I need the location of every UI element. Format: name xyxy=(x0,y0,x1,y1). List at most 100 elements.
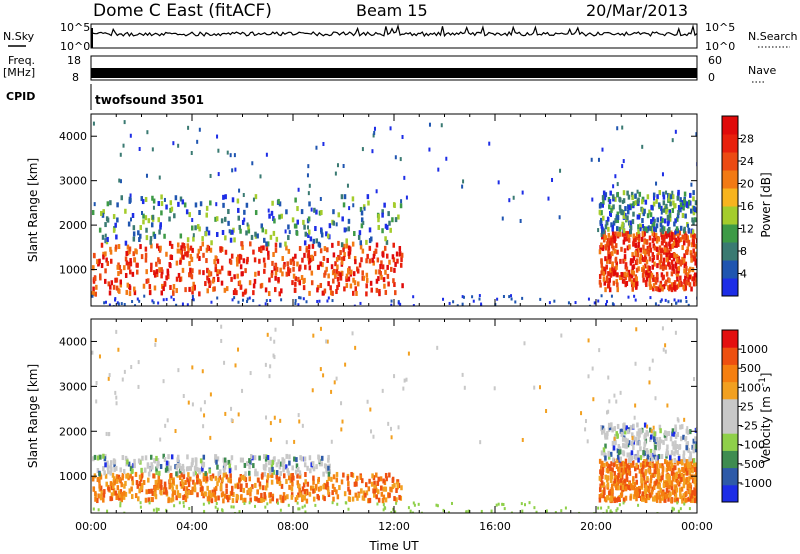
colorbar-segment xyxy=(722,206,738,225)
y-tick-label: 1000 xyxy=(59,264,87,277)
echo-cell xyxy=(659,283,662,289)
colorbar-tick-label: 24 xyxy=(740,155,754,168)
echo-cell xyxy=(681,496,684,502)
echo-cell xyxy=(624,458,628,464)
echo-cell xyxy=(306,465,309,471)
echo-cell xyxy=(160,267,163,273)
echo-cell xyxy=(649,478,653,484)
echo-cell xyxy=(230,418,233,423)
echo-cell xyxy=(233,288,237,294)
echo-cell xyxy=(656,459,659,465)
echo-cell xyxy=(652,286,655,292)
echo-cell xyxy=(616,191,620,197)
echo-cell xyxy=(639,247,642,253)
echo-cell xyxy=(113,480,116,486)
echo-cell xyxy=(647,467,651,473)
echo-cell xyxy=(612,280,616,286)
echo-cell xyxy=(619,473,622,479)
echo-cell xyxy=(287,475,291,481)
echo-cell xyxy=(96,467,100,473)
echo-cell xyxy=(264,462,268,468)
echo-cell xyxy=(122,494,126,500)
echo-cell xyxy=(274,327,277,332)
echo-cell xyxy=(601,425,605,431)
echo-cell xyxy=(228,468,232,474)
echo-cell xyxy=(272,230,276,236)
echo-cell xyxy=(258,304,261,306)
echo-cell xyxy=(445,156,448,161)
echo-cell xyxy=(611,427,614,433)
echo-cell xyxy=(607,281,611,287)
echo-cell xyxy=(185,209,189,215)
echo-cell xyxy=(682,240,686,246)
echo-cell xyxy=(154,479,158,485)
echo-cell xyxy=(378,269,381,275)
echo-cell xyxy=(645,282,648,288)
echo-cell xyxy=(658,444,661,450)
echo-cell xyxy=(172,284,176,290)
echo-cell xyxy=(167,454,170,460)
echo-cell xyxy=(616,249,619,255)
echo-cell xyxy=(94,291,98,297)
echo-cell xyxy=(384,269,387,275)
echo-cell xyxy=(656,274,659,280)
echo-cell xyxy=(641,491,645,497)
echo-cell xyxy=(125,289,128,295)
date-label: 20/Mar/2013 xyxy=(586,1,688,20)
echo-cell xyxy=(686,426,689,431)
echo-cell xyxy=(631,219,635,225)
echo-cell xyxy=(287,248,291,254)
echo-cell xyxy=(357,492,361,498)
echo-cell xyxy=(155,507,158,511)
echo-cell xyxy=(128,291,132,297)
echo-cell xyxy=(390,487,393,493)
echo-cell xyxy=(689,266,692,272)
echo-cell xyxy=(201,486,204,492)
echo-cell xyxy=(316,287,319,293)
echo-cell xyxy=(617,472,620,478)
echo-cell xyxy=(170,206,174,212)
echo-cell xyxy=(636,431,639,437)
echo-cell xyxy=(216,481,219,487)
colorbar-segment xyxy=(722,260,738,279)
echo-cell xyxy=(235,256,239,262)
echo-cell xyxy=(646,450,650,456)
echo-cell xyxy=(614,231,617,237)
echo-cell xyxy=(286,467,289,473)
echo-cell xyxy=(289,259,293,265)
echo-cell xyxy=(377,476,380,482)
echo-cell xyxy=(654,396,657,401)
echo-cell xyxy=(365,258,368,264)
echo-cell xyxy=(335,222,338,227)
echo-cell xyxy=(677,473,681,479)
echo-cell xyxy=(368,258,372,264)
echo-cell xyxy=(210,300,213,304)
y-tick-label: 3000 xyxy=(59,380,87,393)
echo-cell xyxy=(145,489,148,495)
echo-cell xyxy=(336,163,339,168)
echo-cell xyxy=(216,258,220,264)
echo-cell xyxy=(632,494,636,500)
echo-cell xyxy=(264,302,267,306)
echo-cell xyxy=(642,244,645,250)
echo-cell xyxy=(394,510,397,513)
echo-cell xyxy=(694,444,697,450)
echo-cell xyxy=(187,482,191,488)
echo-cell xyxy=(319,282,323,288)
echo-cell xyxy=(209,435,212,440)
echo-cell xyxy=(616,287,619,293)
echo-cell xyxy=(652,485,656,491)
echo-cell xyxy=(619,390,622,395)
echo-cell xyxy=(335,489,338,495)
echo-cell xyxy=(692,448,695,454)
echo-cell xyxy=(194,225,197,231)
echo-cell xyxy=(312,238,316,244)
echo-cell xyxy=(287,503,290,507)
echo-cell xyxy=(600,223,604,229)
echo-cell xyxy=(675,241,679,247)
echo-cell xyxy=(241,474,244,480)
echo-cell xyxy=(98,486,102,492)
echo-cell xyxy=(175,484,179,490)
echo-cell xyxy=(411,511,414,513)
echo-cell xyxy=(99,495,103,501)
